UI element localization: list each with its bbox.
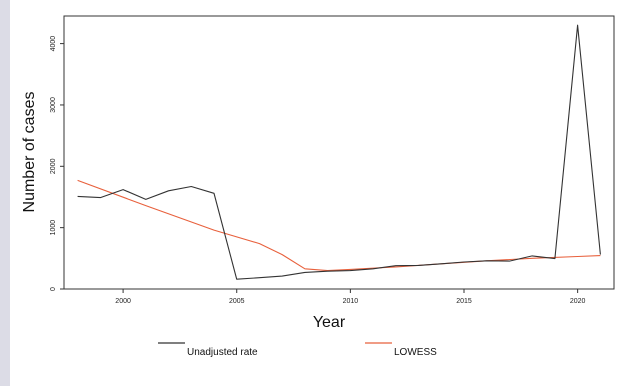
x-axis: 2000 2005 2010 2015 2020 [115,289,586,305]
x-axis-title: Year [313,314,346,331]
series-layer [77,24,601,280]
chart: 2000 2005 2010 2015 2020 0 1000 2000 3000 4000 Y… [21,15,615,358]
series-line-unadjusted-rate [77,24,601,280]
x-tick-label-2010: 2010 [343,298,359,305]
x-tick-label-2000: 2000 [115,298,131,305]
plot-frame [63,15,615,290]
legend: Unadjusted rate LOWESS [158,342,437,358]
y-tick-label-1000: 1000 [50,220,57,236]
x-tick-label-2020: 2020 [570,298,586,305]
legend-label-lowess: LOWESS [394,347,437,358]
y-tick-label-4000: 4000 [50,36,57,52]
legend-label-unadjusted: Unadjusted rate [187,347,258,358]
y-tick-label-2000: 2000 [50,158,57,174]
y-axis-title: Number of cases [21,92,38,213]
y-tick-label-3000: 3000 [50,97,57,113]
y-axis: 0 1000 2000 3000 4000 [50,36,64,291]
x-tick-label-2015: 2015 [456,298,472,305]
x-tick-label-2005: 2005 [229,298,245,305]
chart-panel: 2000 2005 2010 2015 2020 0 1000 2000 3000 4000 Y… [10,0,634,386]
series-line-lowess [77,179,601,272]
y-tick-label-0: 0 [50,287,57,291]
